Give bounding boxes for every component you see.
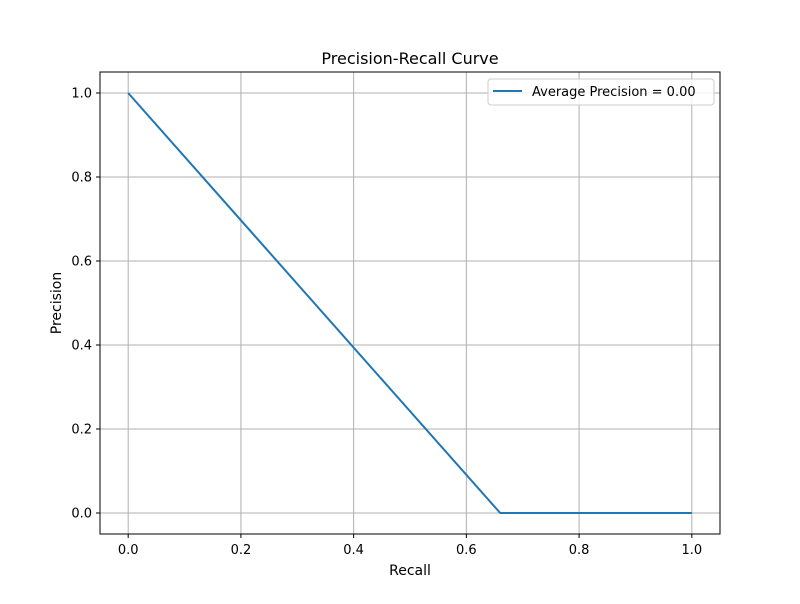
- x-tick-label: 0.6: [456, 543, 477, 558]
- chart-title: Precision-Recall Curve: [321, 49, 498, 68]
- legend-box: [487, 78, 715, 106]
- y-tick-label: 0.0: [71, 507, 92, 522]
- y-tick-label: 1.0: [71, 87, 92, 102]
- x-axis-label: Recall: [389, 563, 431, 579]
- x-tick-label: 0.8: [569, 543, 590, 558]
- legend-label: Average Precision = 0.00: [532, 85, 696, 100]
- y-tick-label: 0.8: [71, 171, 92, 186]
- y-tick-label: 0.4: [71, 339, 92, 354]
- legend: Average Precision = 0.00: [487, 78, 715, 106]
- ticks: 0.0 0.2 0.4 0.6 0.8 1.0 0.0 0.2 0.4 0.6 0.8 1.0: [71, 87, 702, 559]
- y-axis-label: Precision: [49, 272, 65, 334]
- series-line: [127, 92, 692, 514]
- x-tick-label: 1.0: [681, 543, 702, 558]
- plot-frame: [99, 71, 721, 535]
- y-tick-label: 0.2: [71, 423, 92, 438]
- x-tick-label: 0.0: [118, 543, 139, 558]
- y-tick-label: 0.6: [71, 255, 92, 270]
- x-tick-label: 0.4: [343, 543, 364, 558]
- x-tick-label: 0.2: [231, 543, 252, 558]
- series-layer: [127, 92, 692, 514]
- grid: [100, 72, 720, 534]
